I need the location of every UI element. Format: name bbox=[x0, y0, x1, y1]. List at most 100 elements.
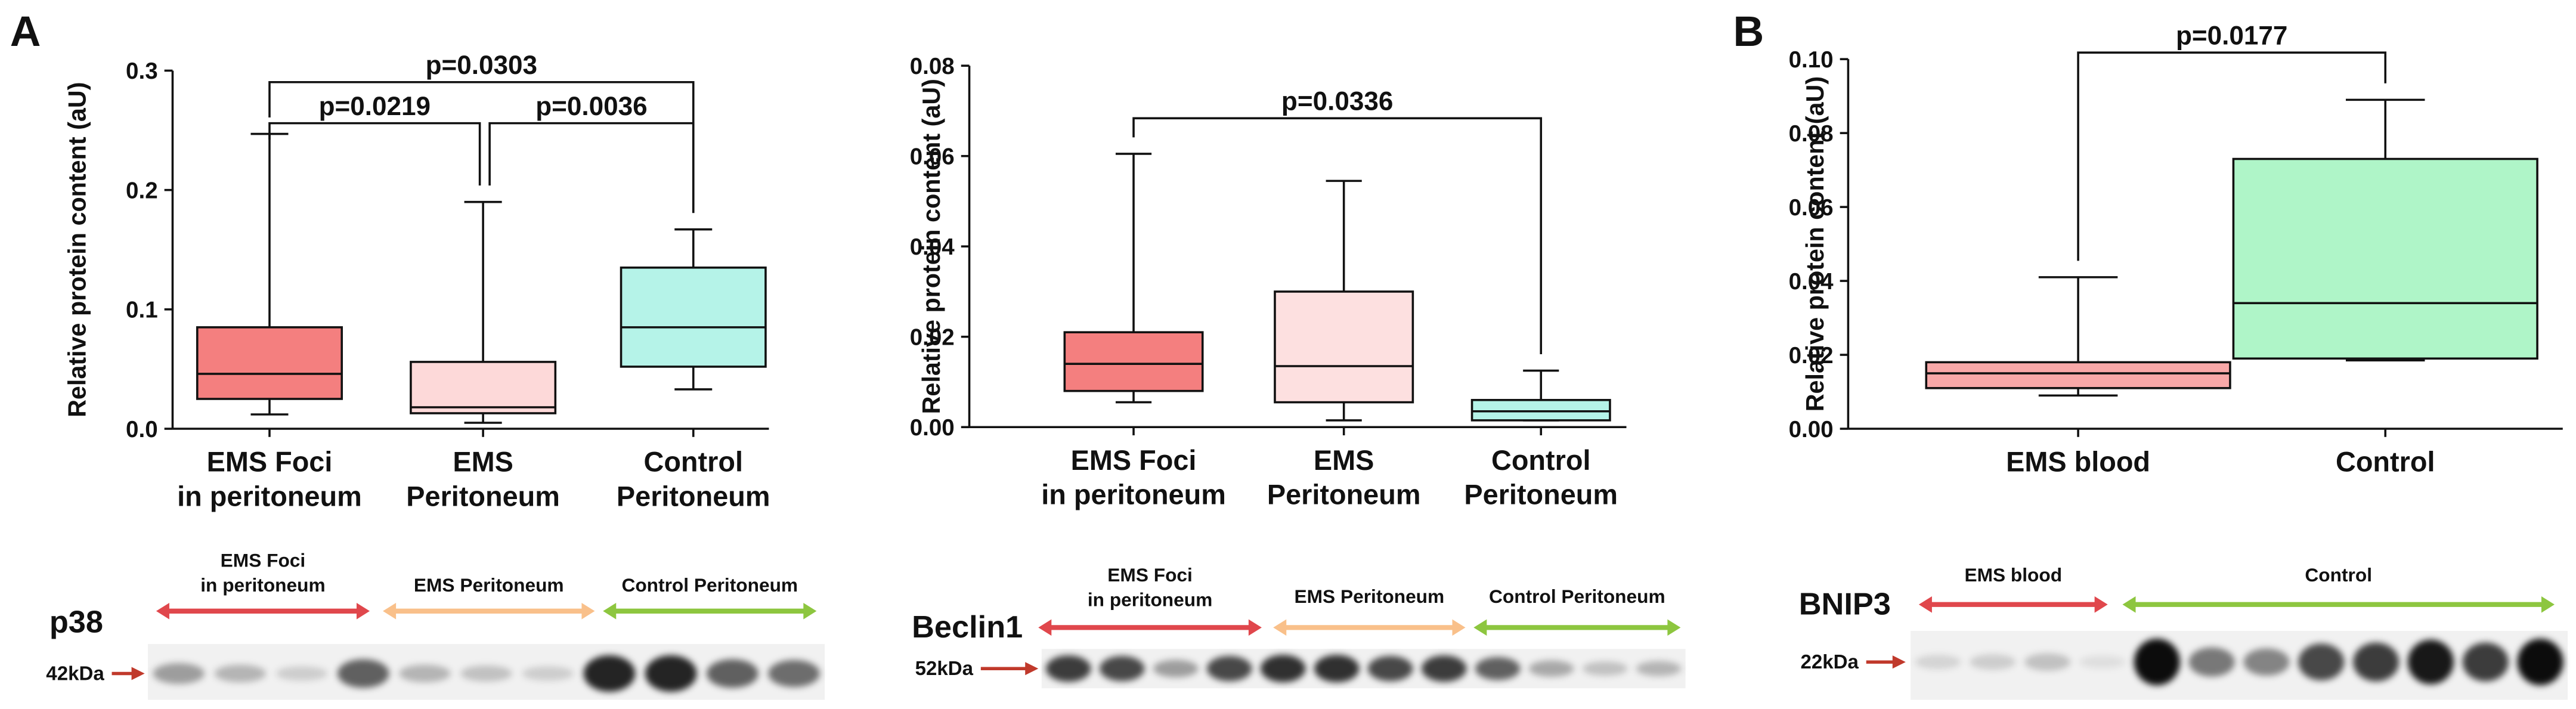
panel-label: B bbox=[1733, 8, 1764, 55]
y-axis-label: Relative protein content (aU) bbox=[1801, 76, 1829, 411]
x-tick-label: EMS blood bbox=[2006, 447, 2150, 478]
p-value: p=0.0336 bbox=[1281, 87, 1393, 116]
box bbox=[2232, 157, 2538, 360]
box bbox=[620, 266, 767, 368]
blot-band bbox=[1636, 661, 1682, 677]
blot-group-label: Control bbox=[2305, 564, 2372, 586]
size-arrow-head bbox=[1025, 662, 1039, 676]
y-tick-label: 0.06 bbox=[1789, 195, 1834, 221]
blot-band bbox=[707, 659, 758, 688]
blot-group-label: EMS Peritoneum bbox=[414, 574, 564, 596]
blot-band bbox=[1153, 660, 1199, 677]
y-axis-label: Relative protein content (aU) bbox=[918, 79, 945, 414]
blot-protein: BNIP3 bbox=[1799, 587, 1891, 621]
significance-bracket bbox=[268, 122, 481, 186]
y-tick-label: 0.0 bbox=[126, 417, 158, 442]
blot-band bbox=[1045, 655, 1091, 682]
blot-strip bbox=[1911, 630, 2568, 700]
p-value: p=0.0219 bbox=[319, 92, 431, 121]
x-tick-label: EMS Foci bbox=[207, 447, 333, 478]
y-axis-label: Relative protein content (aU) bbox=[63, 82, 91, 417]
x-tick-label: Peritoneum bbox=[406, 481, 560, 512]
blot-group-label: EMS Peritoneum bbox=[1295, 586, 1445, 607]
y-tick-label: 0.02 bbox=[1789, 343, 1834, 369]
blot-band bbox=[1475, 657, 1521, 680]
blot-band bbox=[2079, 655, 2126, 669]
y-tick-label: 0.3 bbox=[126, 58, 158, 84]
blot-protein: p38 bbox=[49, 605, 103, 640]
blot-size: 52kDa bbox=[915, 658, 974, 680]
y-tick-label: 0.10 bbox=[1789, 47, 1834, 73]
box bbox=[1274, 290, 1414, 404]
box bbox=[410, 361, 557, 414]
blot-group-label: Control Peritoneum bbox=[621, 574, 798, 596]
x-tick-label: Control bbox=[644, 447, 743, 478]
blot-band bbox=[2298, 643, 2345, 681]
blot-band bbox=[2462, 642, 2509, 682]
box-plot: 0.0 0.1 0.2 0.3 Relative protein content (aU… bbox=[63, 51, 770, 512]
blot-band bbox=[2407, 639, 2454, 685]
blot-band bbox=[2024, 653, 2071, 671]
p-value: p=0.0177 bbox=[2176, 21, 2287, 50]
blot-size: 42kDa bbox=[46, 663, 104, 685]
blot-group-label: in peritoneum bbox=[1088, 589, 1212, 611]
x-tick-label: Peritoneum bbox=[617, 481, 770, 512]
blot-band bbox=[2353, 642, 2399, 682]
blot-band bbox=[1314, 655, 1360, 683]
blot-group-label: EMS Foci bbox=[1107, 564, 1193, 586]
blot-band bbox=[2517, 639, 2563, 686]
blot-band bbox=[1421, 655, 1467, 682]
blot-band bbox=[399, 664, 451, 683]
blot-protein: Beclin1 bbox=[912, 610, 1023, 645]
blot-band bbox=[2134, 639, 2180, 686]
blot-band bbox=[522, 666, 574, 681]
size-arrow-head bbox=[1892, 655, 1906, 669]
x-tick-label: in peritoneum bbox=[1041, 479, 1226, 510]
blot-band bbox=[337, 659, 389, 688]
y-tick-label: 0.08 bbox=[1789, 121, 1834, 147]
box bbox=[1470, 399, 1611, 422]
western-blot: p38 42kDa EMS Foci in peritoneum EMS Periton… bbox=[46, 549, 825, 700]
blot-band bbox=[768, 660, 820, 688]
blot-band bbox=[1582, 661, 1628, 676]
x-tick-label: EMS bbox=[1314, 445, 1374, 476]
blot-group-label: EMS Foci bbox=[221, 549, 306, 571]
significance-bracket bbox=[1132, 117, 1543, 355]
western-blot: BNIP3 22kDa EMS blood Control bbox=[1799, 564, 2568, 700]
p-value: p=0.0036 bbox=[535, 92, 647, 121]
x-tick-label: Peritoneum bbox=[1464, 479, 1618, 510]
blot-group-label: Control Peritoneum bbox=[1489, 586, 1665, 607]
x-tick-label: EMS bbox=[453, 447, 513, 478]
blot-band bbox=[2243, 648, 2290, 676]
y-tick-label: 0.06 bbox=[910, 144, 955, 169]
x-tick-label: EMS Foci bbox=[1071, 445, 1197, 476]
size-arrow-head bbox=[131, 667, 145, 680]
p-value: p=0.0303 bbox=[426, 51, 537, 80]
box-plot: 0.00 0.02 0.04 0.06 0.08 0.10 Relative protein… bbox=[1789, 21, 2563, 478]
blot-band bbox=[645, 655, 697, 692]
blot-band bbox=[214, 664, 267, 683]
panel-label: A bbox=[10, 8, 41, 55]
blot-size: 22kDa bbox=[1801, 651, 1859, 673]
blot-group-label: EMS blood bbox=[1964, 564, 2062, 586]
x-tick-label: Control bbox=[2336, 447, 2435, 478]
box bbox=[1925, 361, 2231, 389]
y-tick-label: 0.1 bbox=[126, 298, 158, 323]
blot-band bbox=[1367, 656, 1413, 682]
y-tick-label: 0.2 bbox=[126, 178, 158, 203]
blot-group-label: in peritoneum bbox=[200, 574, 325, 596]
box bbox=[196, 326, 343, 400]
y-tick-label: 0.00 bbox=[1789, 417, 1834, 442]
x-tick-label: Control bbox=[1491, 445, 1590, 476]
blot-band bbox=[2188, 647, 2235, 677]
significance-bracket bbox=[488, 122, 695, 213]
blot-band bbox=[1260, 655, 1306, 683]
blot-band bbox=[153, 663, 205, 684]
y-tick-label: 0.04 bbox=[910, 234, 955, 260]
blot-band bbox=[583, 655, 636, 692]
box bbox=[1063, 331, 1204, 392]
x-tick-label: in peritoneum bbox=[177, 481, 362, 512]
blot-band bbox=[1915, 655, 1961, 670]
